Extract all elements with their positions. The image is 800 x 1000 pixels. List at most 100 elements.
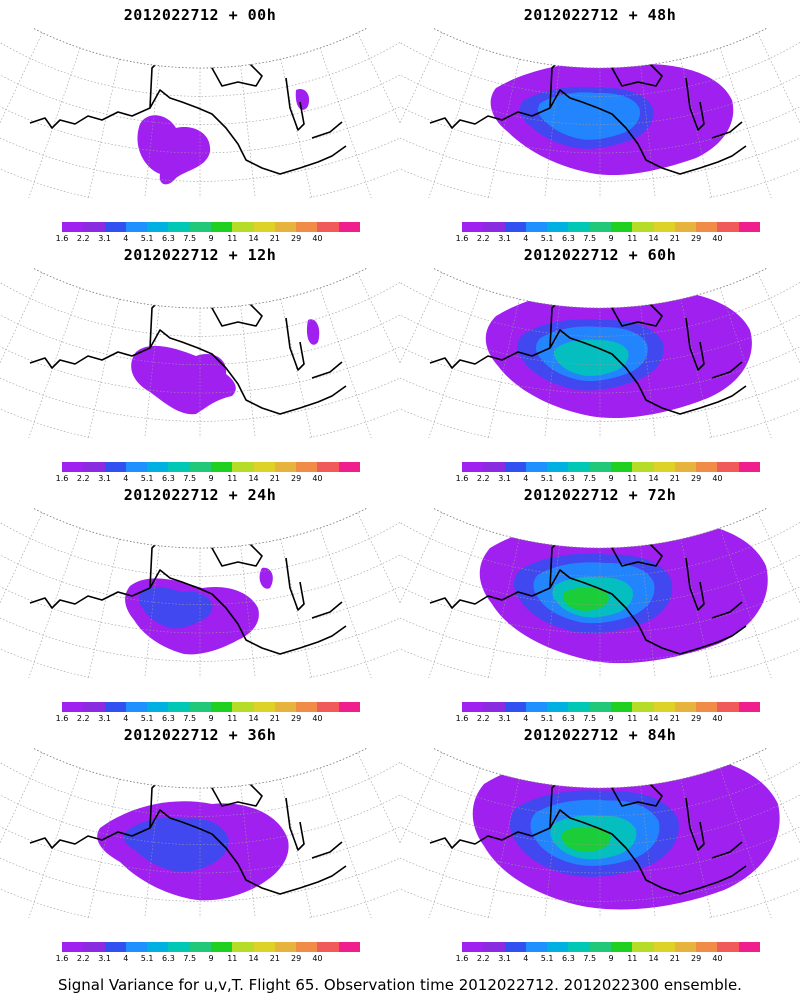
colorbar: [62, 462, 360, 472]
colorbar-swatch: [525, 462, 548, 472]
colorbar-tick-label: 14: [248, 234, 259, 243]
colorbar-tick-label: 6.3: [162, 714, 175, 723]
panel-title: 2012022712 + 24h: [123, 486, 277, 504]
colorbar-swatch: [83, 942, 105, 952]
colorbar-swatch: [589, 942, 611, 952]
colorbar-tick-label: 29: [291, 474, 302, 483]
colorbar-tick-label: 40: [712, 474, 723, 483]
colorbar-tick-label: 7.5: [183, 234, 197, 243]
colorbar-tick-label: 21: [669, 954, 680, 963]
colorbar-tick-label: 5.1: [140, 474, 154, 483]
colorbar-swatch: [653, 222, 675, 232]
colorbar-labels: 1.6 2.2 3.1 4 5.1 6.3 7.5 9 11 14 21 29 40: [456, 234, 760, 244]
colorbar-tick-label: 3.1: [98, 474, 111, 483]
colorbar-swatch: [547, 942, 569, 952]
colorbar-swatch: [147, 702, 169, 712]
colorbar-tick-label: 21: [669, 714, 680, 723]
colorbar-tick-label: 2.2: [476, 234, 490, 243]
map-plot: [0, 268, 400, 438]
colorbar-tick-label: 1.6: [55, 234, 69, 243]
colorbar-tick-label: 2.2: [476, 954, 490, 963]
colorbar-swatch: [525, 222, 548, 232]
map-plot: [0, 508, 400, 678]
colorbar-swatch: [253, 702, 275, 712]
coastline: [429, 59, 747, 175]
colorbar-swatch: [568, 222, 590, 232]
coastline: [29, 299, 347, 415]
colorbar: [462, 222, 760, 232]
colorbar-tick-label: 9: [208, 234, 214, 243]
colorbar-swatch: [547, 462, 569, 472]
colorbar-swatch: [738, 942, 760, 952]
colorbar-swatch: [253, 942, 275, 952]
colorbar-swatch: [504, 222, 526, 232]
colorbar-swatch: [674, 942, 697, 952]
colorbar-swatch: [274, 702, 297, 712]
colorbar-swatch: [83, 702, 105, 712]
colorbar-tick-label: 21: [269, 474, 280, 483]
colorbar-tick-label: 4: [123, 714, 129, 723]
colorbar-swatch: [632, 702, 654, 712]
colorbar-swatch: [210, 942, 233, 952]
colorbar-tick-label: 14: [648, 714, 659, 723]
colorbar-tick-label: 9: [608, 954, 614, 963]
colorbar-tick-label: 2.2: [76, 234, 90, 243]
colorbar-tick-label: 4: [523, 234, 529, 243]
colorbar-tick-label: 5.1: [540, 474, 554, 483]
colorbar-tick-label: 2.2: [476, 474, 490, 483]
variance-region: [295, 88, 310, 110]
colorbar-swatch: [525, 942, 548, 952]
variance-region: [562, 587, 609, 611]
colorbar-tick-label: 1.6: [455, 474, 469, 483]
colorbar-tick-label: 5.1: [140, 714, 154, 723]
colorbar-tick-label: 6.3: [162, 234, 175, 243]
colorbar-swatch: [83, 462, 105, 472]
colorbar-tick-label: 2.2: [476, 714, 490, 723]
colorbar-tick-label: 11: [227, 234, 238, 243]
colorbar-swatch: [274, 942, 297, 952]
colorbar-tick-label: 11: [227, 474, 238, 483]
colorbar-swatch: [189, 942, 211, 952]
colorbar-swatch: [168, 942, 190, 952]
variance-region: [131, 345, 236, 415]
colorbar-tick-label: 6.3: [562, 234, 575, 243]
colorbar-swatch: [125, 702, 148, 712]
panel-title: 2012022712 + 60h: [523, 246, 677, 264]
colorbar-swatch: [274, 222, 297, 232]
colorbar-swatch: [568, 462, 590, 472]
colorbar-tick-label: 4: [123, 954, 129, 963]
colorbar-tick-label: 29: [291, 954, 302, 963]
colorbar-swatch: [232, 942, 254, 952]
colorbar-swatch: [274, 462, 297, 472]
map-plot: [400, 268, 800, 438]
colorbar-swatch: [462, 222, 484, 232]
colorbar-swatch: [589, 702, 611, 712]
colorbar-swatch: [317, 702, 339, 712]
colorbar-swatch: [653, 942, 675, 952]
colorbar-swatch: [610, 702, 633, 712]
colorbar-swatch: [296, 222, 318, 232]
colorbar-swatch: [717, 702, 739, 712]
colorbar-swatch: [589, 462, 611, 472]
colorbar-tick-label: 7.5: [183, 474, 197, 483]
variance-region: [561, 826, 611, 852]
colorbar-swatch: [104, 222, 126, 232]
colorbar-tick-label: 1.6: [455, 954, 469, 963]
colorbar-swatch: [483, 462, 505, 472]
coastline: [29, 779, 347, 895]
colorbar-tick-label: 6.3: [562, 474, 575, 483]
colorbar-labels: 1.6 2.2 3.1 4 5.1 6.3 7.5 9 11 14 21 29 40: [56, 234, 360, 244]
forecast-panel: 2012022712 + 24h 1.6 2.2 3.1 4 5.1 6.3 7.5 9 11 14…: [0, 480, 400, 723]
colorbar-tick-label: 21: [669, 234, 680, 243]
map-plot: [0, 28, 400, 198]
colorbar-swatch: [317, 222, 339, 232]
map-plot: [400, 28, 800, 198]
colorbar-tick-label: 4: [523, 714, 529, 723]
colorbar-tick-label: 2.2: [76, 714, 90, 723]
colorbar-swatch: [504, 702, 526, 712]
colorbar-tick-label: 40: [312, 474, 323, 483]
colorbar-swatch: [462, 942, 484, 952]
variance-region: [554, 339, 629, 376]
forecast-panel: 2012022712 + 48h 1.6 2.2 3.1 4 5.1 6.3 7.5 9 11 14…: [400, 0, 800, 243]
colorbar-swatch: [568, 942, 590, 952]
